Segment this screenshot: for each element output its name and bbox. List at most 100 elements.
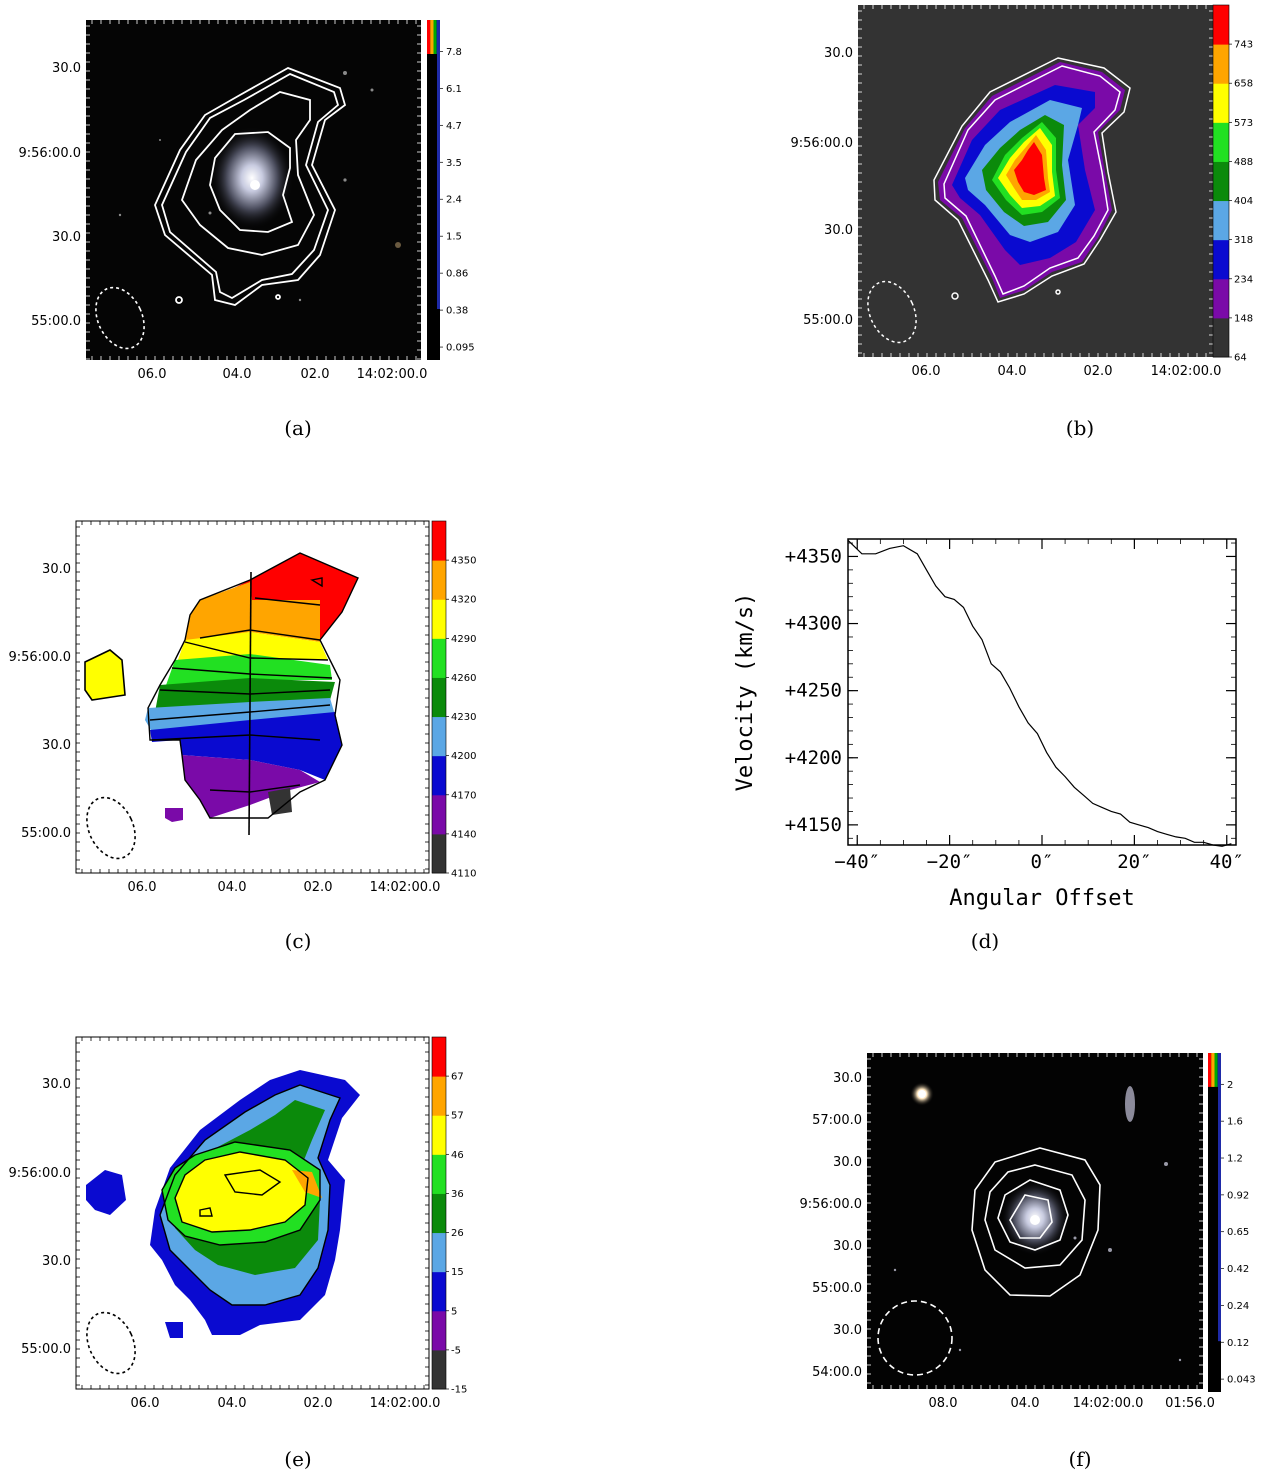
panel-d-x-tick-label: 0″ xyxy=(1031,851,1054,873)
panel-a-colorbar-label: 2.4 xyxy=(446,195,462,206)
panel-b-colorbar-label: 488 xyxy=(1234,157,1253,168)
panel-e-x-tick-label: 02.0 xyxy=(304,1396,333,1411)
colorbar-segment xyxy=(1211,1053,1215,1087)
colorbar-segment xyxy=(432,560,446,600)
caption-b: (b) xyxy=(1066,416,1094,440)
panel-f-y-tick-label: 30.0 xyxy=(833,1239,862,1254)
panel-d-y-tick-label: +4150 xyxy=(785,814,842,836)
panel-b-y-tick-label: 30.0 xyxy=(824,46,853,61)
panel-b-colorbar-label: 318 xyxy=(1234,235,1253,246)
panel-e-colorbar-label: 15 xyxy=(451,1267,464,1278)
panel-b-y-tick-label: 9:56:00.0 xyxy=(790,136,853,151)
panel-d-y-tick-label: +4200 xyxy=(785,747,842,769)
panel-a-contours xyxy=(154,67,347,306)
colorbar-segment xyxy=(430,20,434,54)
colorbar-segment xyxy=(1213,317,1229,358)
colorbar-segment xyxy=(432,599,446,639)
panel-f-contours xyxy=(971,1147,1101,1297)
colorbar-frame xyxy=(431,520,447,874)
panel-e-colorbar-label: 57 xyxy=(451,1111,464,1122)
panel-e-axes: 30.0 9:56:00.0 30.0 55:00.0 06.0 04.0 02.0 14:0… xyxy=(8,1037,440,1411)
panel-b-x-tick-label: 04.0 xyxy=(998,364,1027,379)
panel-b-beam xyxy=(867,280,917,344)
caption-e: (e) xyxy=(284,1447,311,1471)
panel-f-y-tick-label: 30.0 xyxy=(833,1323,862,1338)
panel-e-colorbar-label: 46 xyxy=(451,1150,464,1161)
panel-c-y-tick-label: 55:00.0 xyxy=(21,826,71,841)
panel-b-axes: 30.0 9:56:00.0 30.0 55:00.0 06.0 04.0 02.0 14:0… xyxy=(790,5,1221,379)
colorbar-segment xyxy=(1213,161,1229,202)
panel-a-x-tick-label: 14:02:00.0 xyxy=(357,367,428,382)
colorbar-segment xyxy=(432,755,446,796)
panel-b-x-tick-label: 06.0 xyxy=(912,364,941,379)
panel-b-colorbar-label: 234 xyxy=(1234,274,1253,285)
panel-f-colorbar-label: 0.24 xyxy=(1227,1301,1249,1312)
panel-e-y-tick-label: 30.0 xyxy=(42,1254,71,1269)
panel-b-colorbar-label: 743 xyxy=(1234,40,1253,51)
panel-e-blob-left xyxy=(86,1170,126,1215)
colorbar-body xyxy=(1208,1053,1221,1392)
panel-c-x-tick-label: 04.0 xyxy=(218,880,247,895)
colorbar-segment xyxy=(1208,1053,1212,1087)
panel-f-axes: 30.0 57:00.0 30.0 9:56:00.0 30.0 55:00.0 30.0 5… xyxy=(799,1053,1215,1411)
panel-e-blob-bottom xyxy=(165,1322,183,1338)
panel-c-velocity-field xyxy=(75,520,430,874)
panel-c-colorbar-label: 4260 xyxy=(451,673,476,684)
panel-f-colorbar: 2 1.6 1.2 0.92 0.65 0.42 0.24 0.12 0.043 xyxy=(1208,1053,1256,1392)
panel-c-colorbar-label: 4230 xyxy=(451,712,476,723)
panel-d-y-tick-label: +4350 xyxy=(785,545,842,567)
panel-c-colorbar: 4350 4320 4290 4260 4230 4200 4170 4140 4110 xyxy=(431,520,476,880)
panel-f-colorbar-label: 0.12 xyxy=(1227,1338,1249,1349)
panel-c-band-darkgreen xyxy=(155,678,335,712)
colorbar-segment xyxy=(1218,1053,1221,1342)
panel-c-band-blue xyxy=(150,712,342,780)
panel-b-colorbar-label: 148 xyxy=(1234,313,1253,324)
panel-a-x-tick-label: 06.0 xyxy=(138,367,167,382)
panel-e-colorbar-label: 36 xyxy=(451,1189,464,1200)
panel-e-x-tick-label: 04.0 xyxy=(218,1396,247,1411)
colorbar-segment xyxy=(1213,44,1229,84)
colorbar-segment xyxy=(432,716,446,757)
panel-b-colorbar: 743 658 573 488 404 318 234 148 64 xyxy=(1212,4,1253,364)
panel-c-colorbar-label: 4350 xyxy=(451,556,476,567)
panel-f-y-tick-label: 55:00.0 xyxy=(812,1281,862,1296)
colorbar-segment xyxy=(1213,239,1229,280)
colorbar-segment xyxy=(432,1154,446,1194)
colorbar-body xyxy=(427,20,440,360)
panel-c-band-purple xyxy=(182,755,320,818)
panel-a-y-tick-label: 9:56:00.0 xyxy=(18,146,81,161)
panel-b-level-8 xyxy=(1014,142,1046,195)
panel-a-beam xyxy=(95,286,145,350)
panel-f-x-tick-label: 04.0 xyxy=(1011,1396,1040,1411)
panel-e-x-tick-label: 14:02:00.0 xyxy=(370,1396,441,1411)
panel-f-y-tick-label: 9:56:00.0 xyxy=(799,1197,862,1212)
panel-f-colorbar-label: 2 xyxy=(1227,1080,1233,1091)
panel-a-y-tick-label: 55:00.0 xyxy=(31,314,81,329)
panel-c-colorbar-label: 4200 xyxy=(451,751,476,762)
panel-b-colorbar-label: 658 xyxy=(1234,79,1253,90)
panel-d-x-tick-label: 20″ xyxy=(1117,851,1151,873)
panel-b-colorbar-label: 64 xyxy=(1234,353,1247,364)
colorbar-segment xyxy=(432,794,446,835)
panel-c-x-tick-label: 06.0 xyxy=(128,880,157,895)
panel-b-moment0-map xyxy=(858,5,1213,357)
panel-d-ylabel: Velocity (km/s) xyxy=(733,593,758,792)
panel-a-y-tick-label: 30.0 xyxy=(52,230,81,245)
panel-e-colorbar-label: 5 xyxy=(451,1306,457,1317)
panel-f-colorbar-label: 0.42 xyxy=(1227,1264,1249,1275)
panel-c-band-green xyxy=(165,654,332,688)
panel-f-x-tick-label: 14:02:00.0 xyxy=(1073,1396,1144,1411)
panel-c-band-lightblue xyxy=(145,698,335,732)
panel-f-colorbar-label: 0.92 xyxy=(1227,1190,1249,1201)
panel-a-colorbar: 7.8 6.1 4.7 3.5 2.4 1.5 0.86 0.38 0.095 xyxy=(427,20,475,360)
panel-b-colorbar-label: 573 xyxy=(1234,118,1253,129)
panel-c-axes: 30.0 9:56:00.0 30.0 55:00.0 06.0 04.0 02.0 14:0… xyxy=(8,521,440,895)
colorbar-segment xyxy=(1213,5,1229,45)
panel-d-y-tick-label: +4250 xyxy=(785,680,842,702)
panel-c-colorbar-label: 4290 xyxy=(451,634,476,645)
panel-f-y-tick-label: 54:00.0 xyxy=(812,1365,862,1380)
panel-a-background-stars xyxy=(118,71,401,302)
panel-c-y-tick-label: 30.0 xyxy=(42,562,71,577)
colorbar-segment xyxy=(432,521,446,561)
